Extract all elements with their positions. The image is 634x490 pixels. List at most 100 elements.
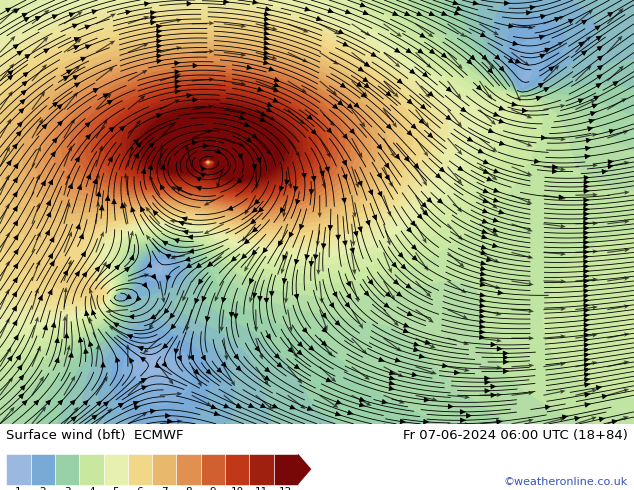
FancyArrowPatch shape [584,303,589,308]
FancyArrowPatch shape [257,87,263,92]
FancyArrowPatch shape [187,1,192,6]
FancyArrowPatch shape [407,312,412,316]
FancyArrowPatch shape [311,176,316,181]
FancyArrowPatch shape [224,0,229,4]
FancyArrowPatch shape [170,313,174,318]
FancyArrowPatch shape [22,13,27,17]
FancyArrowPatch shape [584,236,589,240]
FancyArrowPatch shape [584,353,590,357]
FancyArrowPatch shape [51,322,56,327]
FancyArrowPatch shape [354,103,359,107]
FancyArrowPatch shape [87,174,91,179]
FancyArrowPatch shape [55,358,59,363]
FancyArrowPatch shape [164,309,169,314]
FancyArrowPatch shape [491,384,496,389]
FancyArrowPatch shape [264,60,269,65]
FancyArrowPatch shape [483,160,488,164]
FancyArrowPatch shape [559,195,564,199]
FancyArrowPatch shape [20,99,25,104]
FancyArrowPatch shape [363,77,368,82]
FancyArrowPatch shape [346,10,351,14]
Bar [176,454,201,485]
FancyArrowPatch shape [477,85,481,90]
FancyArrowPatch shape [441,53,446,57]
FancyArrowPatch shape [493,244,498,247]
FancyArrowPatch shape [584,333,590,338]
FancyArrowPatch shape [200,173,205,177]
FancyArrowPatch shape [483,199,488,203]
FancyArrowPatch shape [493,218,499,222]
FancyArrowPatch shape [406,49,411,53]
FancyArrowPatch shape [147,263,152,268]
FancyArrowPatch shape [177,187,181,191]
FancyArrowPatch shape [157,29,162,34]
FancyArrowPatch shape [81,57,86,61]
FancyArrowPatch shape [585,373,590,377]
FancyArrowPatch shape [86,135,91,139]
FancyArrowPatch shape [264,46,269,50]
FancyArrowPatch shape [499,119,505,123]
FancyArrowPatch shape [460,410,465,414]
FancyArrowPatch shape [553,165,558,169]
FancyArrowPatch shape [46,230,49,235]
FancyArrowPatch shape [602,394,608,399]
FancyArrowPatch shape [584,250,589,254]
FancyArrowPatch shape [178,356,181,361]
FancyArrowPatch shape [157,24,162,29]
FancyArrowPatch shape [480,335,485,339]
FancyArrowPatch shape [406,284,411,288]
FancyArrowPatch shape [264,298,269,303]
FancyArrowPatch shape [494,169,500,173]
FancyArrowPatch shape [586,138,592,143]
FancyArrowPatch shape [18,365,22,370]
FancyArrowPatch shape [345,302,350,307]
FancyArrowPatch shape [252,164,257,169]
FancyArrowPatch shape [58,121,62,126]
FancyArrowPatch shape [13,278,17,283]
FancyArrowPatch shape [443,364,448,368]
FancyArrowPatch shape [258,296,262,301]
FancyArrowPatch shape [64,333,68,338]
FancyArrowPatch shape [233,314,238,319]
FancyArrowPatch shape [157,114,162,118]
FancyArrowPatch shape [360,3,366,7]
FancyArrowPatch shape [584,226,589,230]
FancyArrowPatch shape [538,83,543,88]
FancyArrowPatch shape [585,368,590,372]
FancyArrowPatch shape [311,129,316,134]
FancyArrowPatch shape [152,274,156,279]
FancyArrowPatch shape [608,160,614,164]
FancyArrowPatch shape [482,55,487,60]
FancyArrowPatch shape [404,323,408,327]
FancyArrowPatch shape [150,11,156,15]
FancyArrowPatch shape [193,98,198,102]
FancyArrowPatch shape [480,303,485,308]
FancyArrowPatch shape [266,334,270,339]
FancyArrowPatch shape [365,62,370,66]
FancyArrowPatch shape [126,294,131,299]
FancyArrowPatch shape [264,31,269,35]
FancyArrowPatch shape [55,338,59,343]
FancyArrowPatch shape [160,185,164,190]
FancyArrowPatch shape [231,257,236,261]
FancyArrowPatch shape [259,207,263,212]
FancyArrowPatch shape [70,400,75,405]
FancyArrowPatch shape [581,51,586,55]
FancyArrowPatch shape [22,400,27,405]
FancyArrowPatch shape [343,241,347,245]
FancyArrowPatch shape [134,153,139,158]
FancyArrowPatch shape [8,356,12,361]
FancyArrowPatch shape [436,173,441,178]
FancyArrowPatch shape [482,209,488,213]
FancyArrowPatch shape [541,15,546,19]
FancyArrowPatch shape [596,84,601,88]
FancyArrowPatch shape [273,404,278,408]
Polygon shape [298,454,311,485]
FancyArrowPatch shape [269,292,274,296]
FancyArrowPatch shape [167,419,173,423]
Text: 1: 1 [15,488,22,490]
FancyArrowPatch shape [252,293,257,297]
FancyArrowPatch shape [584,289,589,293]
FancyArrowPatch shape [253,0,258,4]
FancyArrowPatch shape [584,180,590,184]
